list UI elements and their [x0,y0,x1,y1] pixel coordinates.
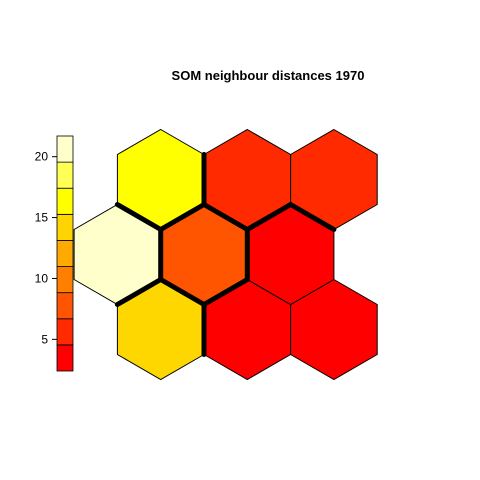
colorbar-segment [56,266,74,294]
cluster-border [288,202,337,232]
colorbar-segment [56,161,74,189]
colorbar-tick-label: 5 [41,332,48,346]
colorbar-segment [56,344,74,372]
colorbar-segment [56,213,74,241]
colorbar-segment [56,135,74,163]
hex-grid [73,128,378,381]
cluster-border [201,202,250,232]
cluster-border [158,202,207,232]
cluster-borders [114,152,337,357]
cluster-border [244,202,294,232]
cluster-border [114,202,164,232]
chart-title: SOM neighbour distances 1970 [172,68,365,83]
colorbar-segment [56,318,74,346]
colorbar-segment [56,240,74,267]
cluster-border [114,277,164,307]
colorbar-segment [56,187,74,215]
colorbar: 5 10 15 20 [35,135,74,372]
colorbar-tick-label: 15 [35,211,49,225]
cluster-border [158,277,207,307]
colorbar-segment [56,292,74,320]
cluster-border [201,277,250,307]
colorbar-tick-label: 10 [35,271,49,285]
colorbar-tick-label: 20 [35,150,49,164]
